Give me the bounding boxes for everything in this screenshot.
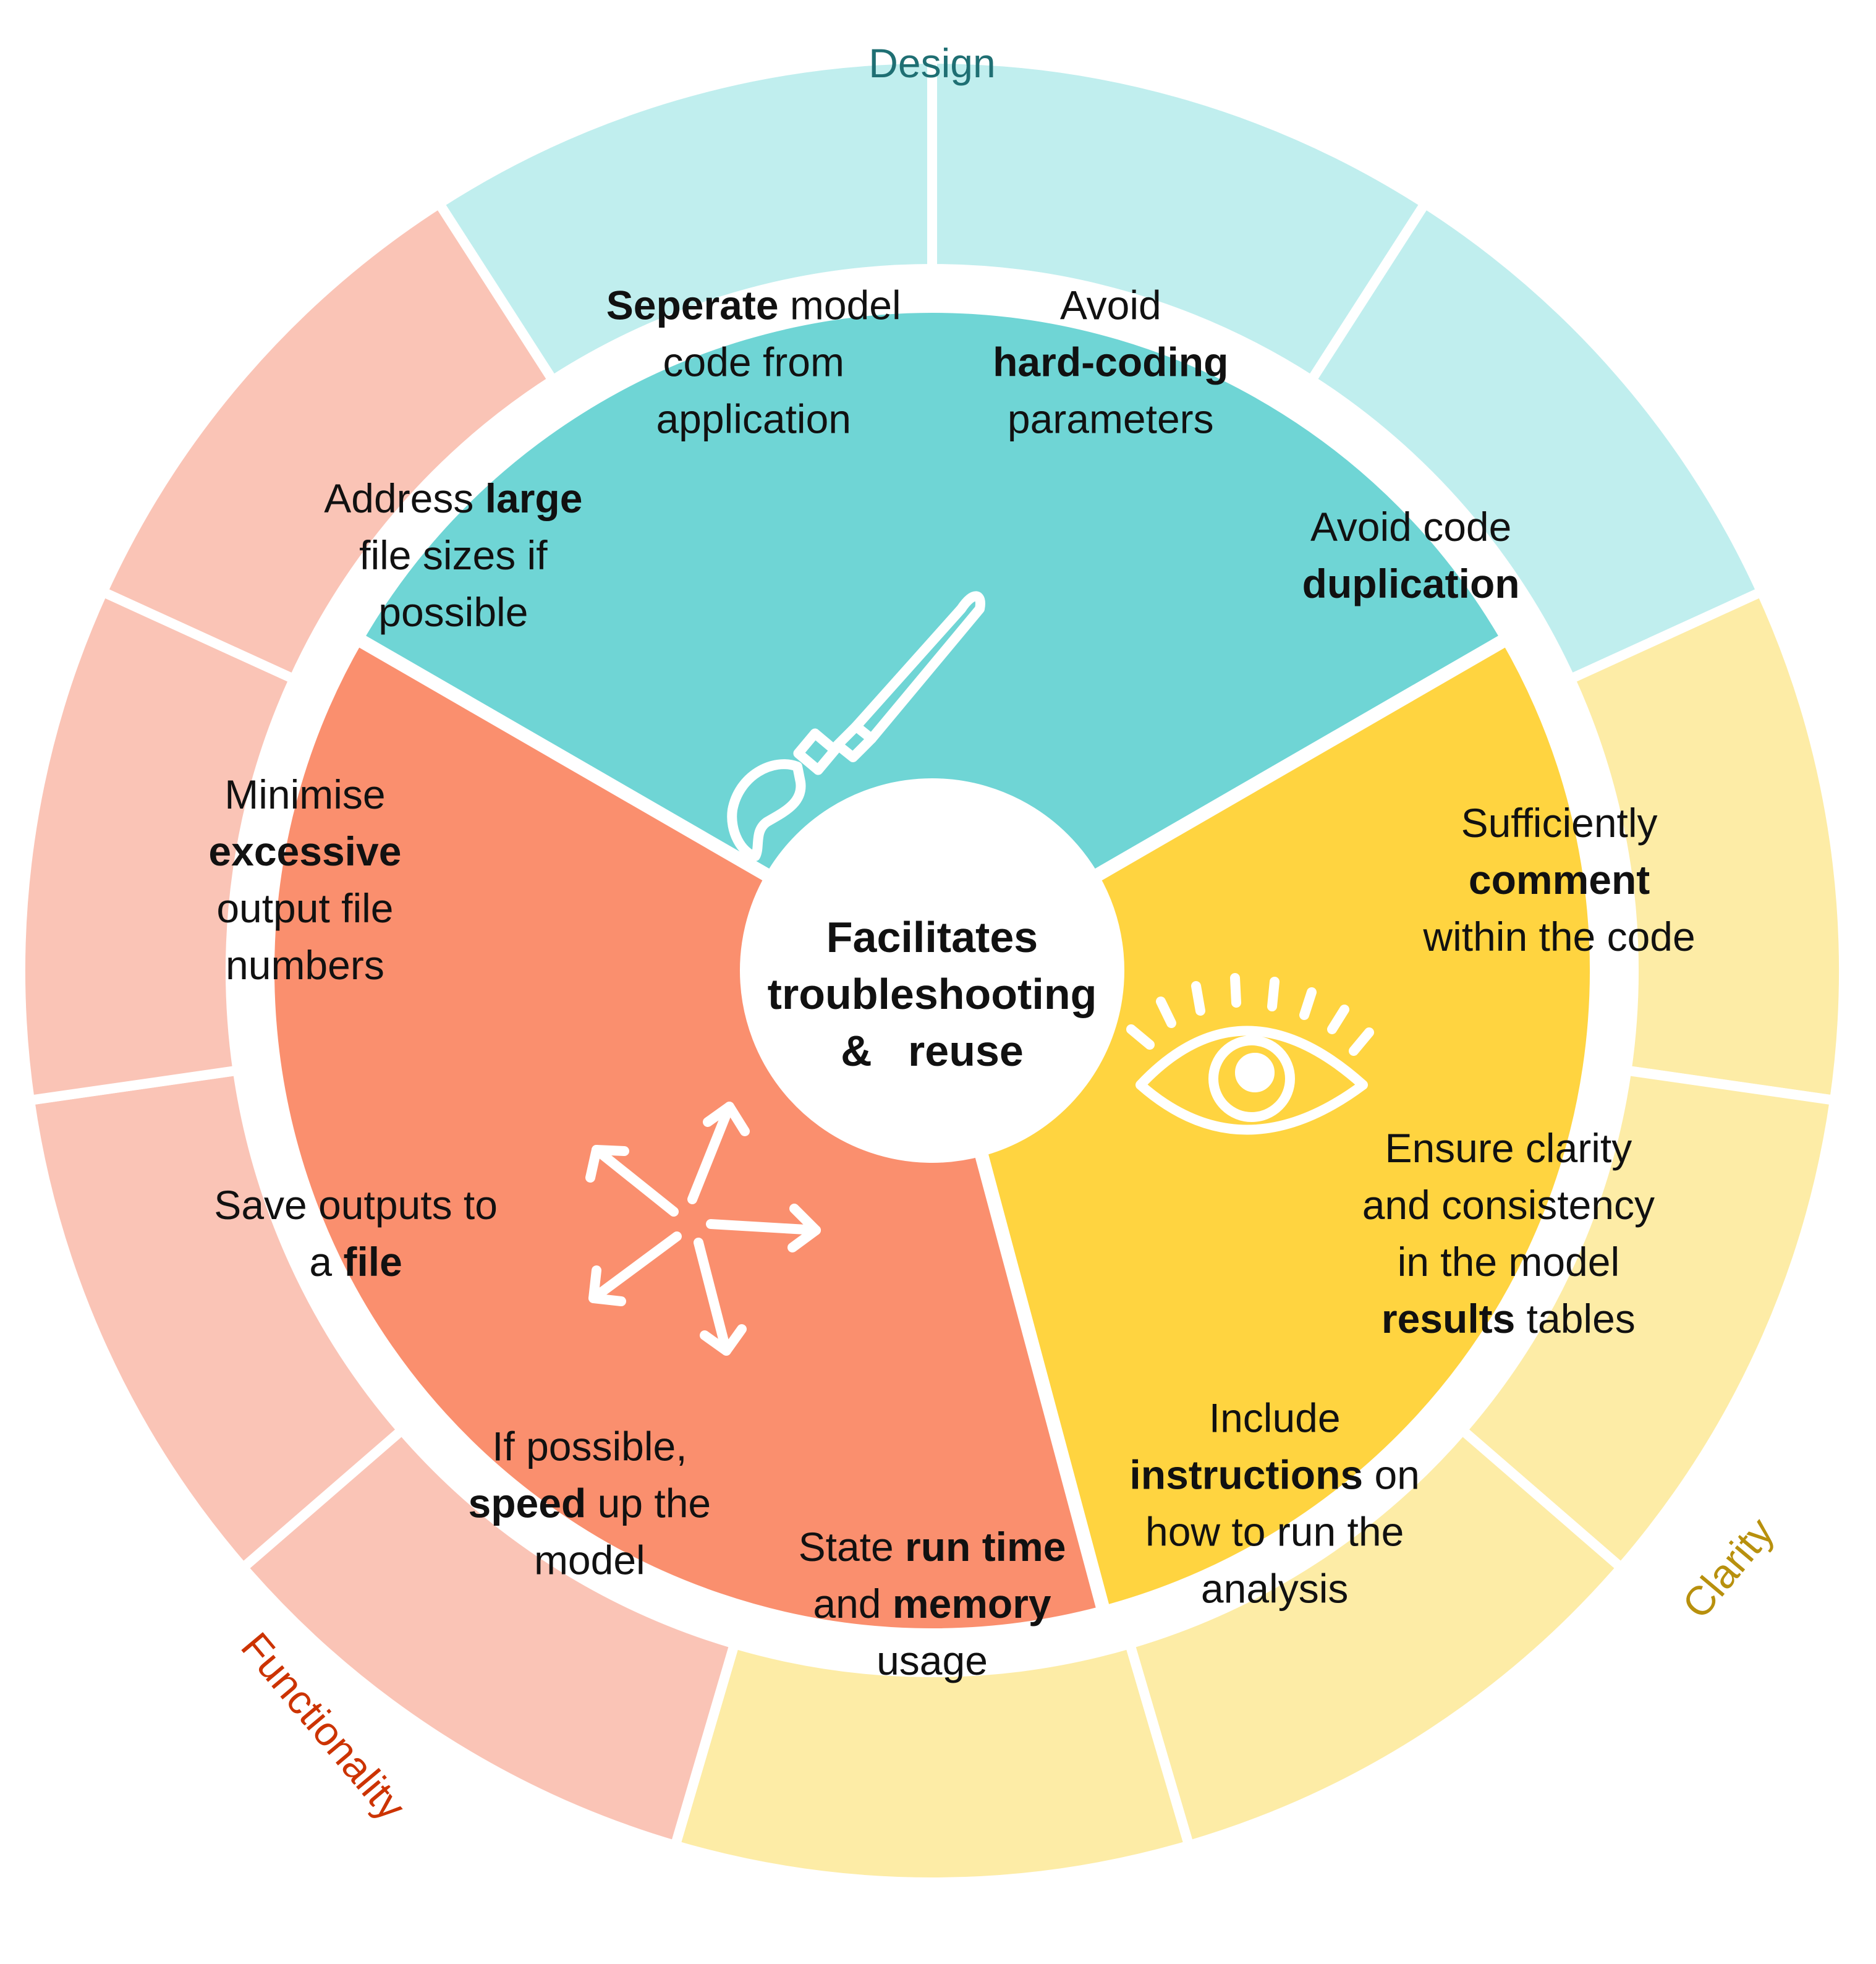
segment-1-text: Avoid hard-coding parameters <box>993 283 1228 442</box>
segment-text-line: how to run the <box>1145 1508 1404 1554</box>
segment-text-line: Avoid code <box>1310 504 1511 550</box>
segment-9-text: Minimise excessive output file numbers <box>208 772 401 988</box>
segment-text-line: and memory <box>813 1581 1051 1626</box>
segment-text-line: model <box>534 1537 645 1583</box>
segment-text-line: comment <box>1469 857 1650 903</box>
segment-text-line: hard-coding <box>993 339 1228 385</box>
segment-text-line: instructions on <box>1129 1452 1419 1497</box>
segment-10-text: Address large file sizes if possible <box>324 475 582 635</box>
category-label-clarity: Clarity <box>1673 1509 1783 1627</box>
segment-2-text: Avoid code duplication <box>1302 504 1520 606</box>
segment-11-text: Seperate model code from application <box>606 283 901 442</box>
segment-text-line: State run time <box>799 1524 1066 1570</box>
segment-texts: Avoid hard-coding parameters Avoid code dupl… <box>208 283 1695 1683</box>
outer-ring <box>15 54 1849 1887</box>
center-label: Facilitates troubleshooting & reuse <box>768 913 1097 1075</box>
segment-4-text: Ensure clarity and consistency in the mode… <box>1362 1125 1655 1341</box>
segment-text-line: If possible, <box>492 1423 687 1469</box>
segment-3 <box>1565 587 1849 1105</box>
segment-text-line: speed up the <box>469 1480 711 1526</box>
segment-text-line: analysis <box>1201 1565 1348 1611</box>
segment-text-line: numbers <box>226 942 384 988</box>
segment-11 <box>434 54 937 386</box>
segment-text-line: within the code <box>1422 914 1695 959</box>
paintbrush-icon <box>727 591 985 861</box>
segment-text-line: and consistency <box>1362 1182 1655 1228</box>
segment-text-line: Seperate model <box>606 283 901 328</box>
segment-text-line: Save outputs to <box>214 1182 498 1228</box>
segment-7-text: If possible, speed up the model <box>469 1423 711 1583</box>
segment-8-text: Save outputs to a file <box>214 1182 498 1285</box>
center-circle <box>747 785 1118 1156</box>
eye-icon <box>1126 973 1374 1135</box>
center-label-line-2: troubleshooting <box>768 970 1097 1018</box>
segment-3-text: Sufficiently comment within the code <box>1422 800 1695 959</box>
segment-text-line: excessive <box>208 828 401 874</box>
segment-text-line: usage <box>876 1638 988 1683</box>
segment-text-line: code from <box>663 339 844 385</box>
segment-5-text: Include instructions on how to run the anal… <box>1129 1395 1419 1611</box>
arrows-icon <box>585 1102 821 1356</box>
center-label-line-1: Facilitates <box>826 913 1038 961</box>
segment-text-line: parameters <box>1008 396 1214 442</box>
segment-text-line: a file <box>309 1239 402 1285</box>
segment-text-line: results tables <box>1382 1296 1636 1341</box>
segment-text-line: possible <box>378 589 528 635</box>
center-label-line-3: & reuse <box>841 1027 1024 1075</box>
segment-6-text: State run time and memory usage <box>799 1524 1066 1683</box>
segment-text-line: output file <box>216 885 393 931</box>
segment-text-line: Ensure clarity <box>1385 1125 1632 1171</box>
segment-text-line: Sufficiently <box>1461 800 1658 846</box>
segment-text-line: file sizes if <box>359 532 548 578</box>
category-label-design: Design <box>868 40 995 86</box>
segment-text-line: in the model <box>1398 1239 1620 1285</box>
segment-text-line: application <box>656 396 851 442</box>
segment-text-line: Include <box>1209 1395 1341 1440</box>
segment-text-line: Address large <box>324 475 582 521</box>
segment-text-line: duplication <box>1302 561 1520 606</box>
segment-text-line: Minimise <box>224 772 385 817</box>
segment-text-line: Avoid <box>1060 283 1161 328</box>
